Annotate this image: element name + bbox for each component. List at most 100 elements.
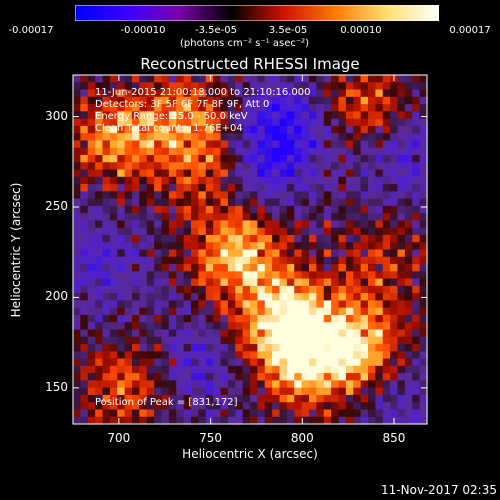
heatmap-cell	[205, 314, 214, 323]
heatmap-cell	[279, 373, 288, 381]
heatmap-cell	[109, 329, 118, 338]
heatmap-cell	[250, 387, 258, 396]
heatmap-cell	[294, 227, 303, 236]
heatmap-cell	[191, 387, 199, 396]
heatmap-cell	[309, 285, 317, 294]
heatmap-cell	[109, 227, 118, 236]
heatmap-cell	[353, 198, 362, 207]
heatmap-cell	[397, 82, 406, 91]
heatmap-cell	[242, 329, 251, 338]
heatmap-cell	[213, 176, 222, 185]
heatmap-cell	[183, 227, 192, 236]
heatmap-cell	[176, 118, 185, 127]
heatmap-cell	[353, 380, 362, 389]
heatmap-cell	[205, 293, 214, 301]
heatmap-cell	[250, 75, 258, 83]
heatmap-cell	[242, 234, 251, 243]
heatmap-cell	[168, 344, 177, 352]
heatmap-cell	[331, 133, 340, 142]
energy-range-text: Energy Range: 25.0 - 50.0 keV	[95, 111, 248, 122]
heatmap-cell	[345, 365, 354, 374]
heatmap-cell	[323, 351, 332, 360]
heatmap-cell	[168, 336, 177, 345]
heatmap-cell	[397, 394, 406, 403]
heatmap-cell	[80, 264, 89, 272]
heatmap-cell	[80, 322, 89, 331]
heatmap-cell	[323, 314, 332, 323]
heatmap-cell	[191, 344, 199, 352]
heatmap-cell	[154, 184, 163, 192]
heatmap-cell	[139, 307, 148, 316]
heatmap-cell	[316, 278, 325, 287]
heatmap-cell	[95, 184, 104, 192]
heatmap-cell	[323, 285, 332, 294]
heatmap-cell	[109, 89, 118, 98]
heatmap-cell	[419, 220, 428, 229]
heatmap-cell	[109, 184, 118, 192]
heatmap-cell	[80, 336, 89, 345]
heatmap-cell	[220, 264, 229, 272]
heatmap-cell	[250, 118, 258, 127]
heatmap-cell	[124, 111, 133, 120]
heatmap-cell	[132, 118, 140, 127]
heatmap-cell	[345, 256, 354, 265]
heatmap-cell	[353, 140, 362, 149]
heatmap-cell	[227, 118, 236, 127]
heatmap-cell	[412, 242, 421, 251]
heatmap-cell	[397, 191, 406, 200]
heatmap-cell	[294, 96, 303, 105]
y-tick-label: 250	[45, 199, 68, 213]
heatmap-cell	[338, 394, 347, 403]
heatmap-cell	[132, 344, 140, 352]
heatmap-cell	[368, 285, 376, 294]
heatmap-cell	[102, 162, 111, 171]
heatmap-cell	[316, 322, 325, 331]
heatmap-cell	[146, 213, 155, 222]
heatmap-cell	[80, 365, 89, 374]
heatmap-cell	[80, 416, 89, 425]
heatmap-cell	[220, 82, 229, 91]
heatmap-cell	[412, 227, 421, 236]
heatmap-cell	[109, 125, 118, 134]
heatmap-cell	[80, 125, 89, 134]
heatmap-cell	[375, 125, 384, 134]
heatmap-cell	[309, 278, 317, 287]
heatmap-cell	[338, 104, 347, 112]
heatmap-cell	[264, 184, 273, 192]
heatmap-cell	[404, 242, 413, 251]
heatmap-cell	[132, 256, 140, 265]
heatmap-cell	[154, 162, 163, 171]
heatmap-cell	[390, 409, 399, 418]
heatmap-cell	[191, 394, 199, 403]
heatmap-cell	[397, 249, 406, 258]
heatmap-cell	[368, 300, 376, 309]
heatmap-cell	[419, 336, 428, 345]
heatmap-cell	[360, 147, 369, 156]
heatmap-cell	[323, 191, 332, 200]
heatmap-cell	[279, 402, 288, 411]
heatmap-cell	[198, 111, 207, 120]
heatmap-cell	[279, 278, 288, 287]
heatmap-cell	[176, 213, 185, 222]
heatmap-cell	[345, 227, 354, 236]
heatmap-cell	[132, 75, 140, 83]
heatmap-cell	[139, 300, 148, 309]
heatmap-cell	[117, 234, 126, 243]
heatmap-cell	[198, 133, 207, 142]
heatmap-cell	[109, 176, 118, 185]
heatmap-cell	[412, 234, 421, 243]
heatmap-cell	[272, 125, 281, 134]
heatmap-cell	[87, 373, 96, 381]
heatmap-cell	[338, 285, 347, 294]
heatmap-cell	[102, 234, 111, 243]
heatmap-cell	[412, 125, 421, 134]
heatmap-cell	[124, 118, 133, 127]
heatmap-cell	[213, 191, 222, 200]
heatmap-cell	[220, 409, 229, 418]
heatmap-cell	[227, 380, 236, 389]
heatmap-cell	[250, 293, 258, 301]
colorbar-tick-label: 0.00010	[340, 25, 382, 36]
heatmap-cell	[176, 329, 185, 338]
heatmap-cell	[345, 402, 354, 411]
heatmap-cell	[198, 271, 207, 280]
